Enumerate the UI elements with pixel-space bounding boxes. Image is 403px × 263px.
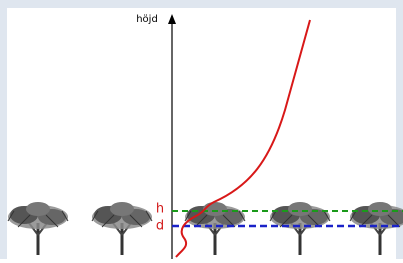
h-label: h xyxy=(156,202,164,217)
d-label: d xyxy=(156,219,164,234)
axis-label: höjd xyxy=(136,14,158,25)
diagram: höjd h d xyxy=(0,0,403,259)
